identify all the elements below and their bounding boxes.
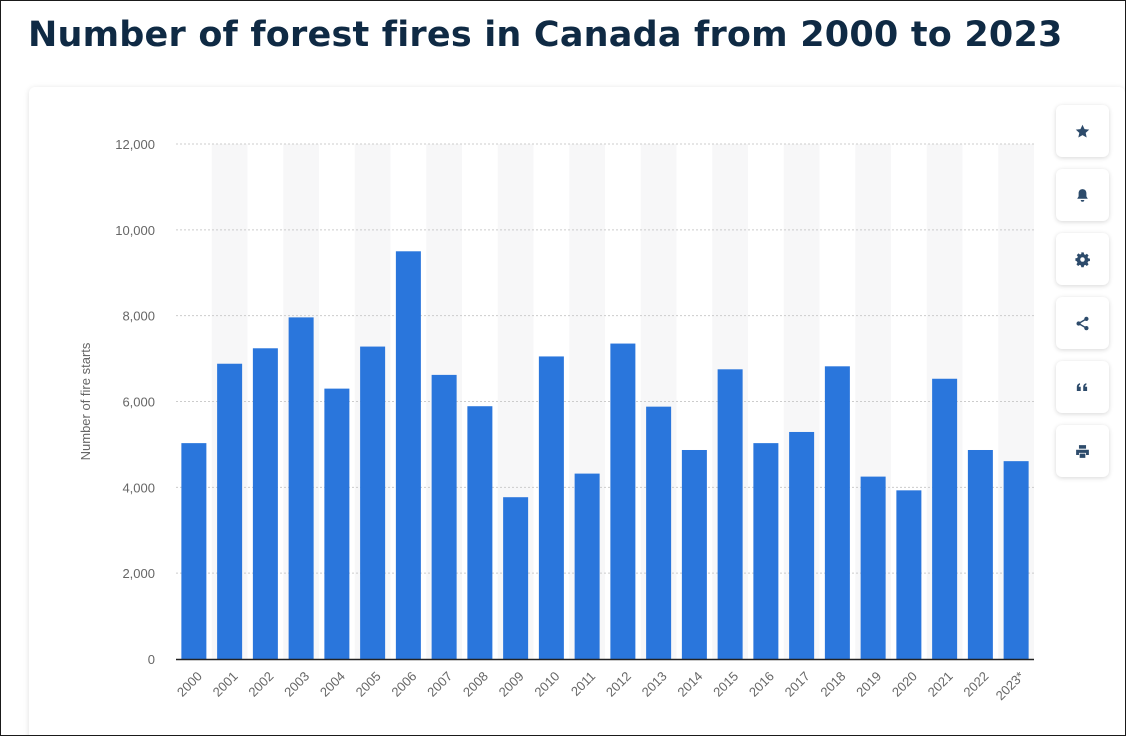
y-tick-label: 4,000	[122, 480, 155, 495]
x-tick-label: 2019	[853, 669, 884, 700]
bar	[1003, 461, 1029, 659]
y-tick-label: 8,000	[122, 309, 155, 324]
bar	[681, 449, 707, 659]
bar	[252, 348, 278, 659]
bar	[467, 406, 493, 659]
y-tick-label: 6,000	[122, 395, 155, 410]
x-tick-label: 2009	[496, 669, 527, 700]
y-tick-label: 2,000	[122, 566, 155, 581]
bar	[574, 473, 600, 659]
x-tick-label: 2005	[353, 669, 384, 700]
print-icon	[1076, 444, 1089, 458]
y-tick-label: 0	[148, 652, 155, 667]
x-tick-label: 2023*	[993, 669, 1028, 704]
x-tick-label: 2018	[817, 669, 848, 700]
bell-icon	[1077, 188, 1088, 202]
x-tick-label: 2015	[710, 669, 741, 700]
bar	[789, 431, 815, 659]
bar	[610, 343, 636, 659]
y-tick-label: 10,000	[115, 223, 155, 238]
x-tick-label: 2016	[746, 669, 777, 700]
bar	[360, 346, 386, 659]
quote-icon	[1076, 382, 1088, 391]
bar	[538, 356, 564, 659]
y-axis-label: Number of fire starts	[78, 342, 93, 460]
bar	[896, 490, 922, 659]
bar	[967, 449, 993, 659]
page-title: Number of forest fires in Canada from 20…	[28, 15, 1063, 55]
share-button[interactable]	[1056, 297, 1109, 349]
print-button[interactable]	[1056, 425, 1109, 477]
notification-button[interactable]	[1056, 169, 1109, 221]
x-tick-label: 2002	[245, 669, 276, 700]
x-tick-label: 2006	[388, 669, 419, 700]
bar	[932, 378, 958, 659]
x-tick-label: 2004	[317, 669, 348, 700]
bar	[753, 443, 779, 659]
x-tick-label: 2008	[460, 669, 491, 700]
bar	[860, 476, 886, 659]
bar	[431, 374, 457, 659]
settings-button[interactable]	[1056, 233, 1109, 285]
x-tick-label: 2010	[531, 669, 562, 700]
x-tick-label: 2011	[568, 669, 598, 699]
bar	[503, 497, 529, 659]
bar	[717, 369, 743, 659]
chart-card: 0 2,000 4,000 6,000 8,000 10,000 12,000 2000 200…	[29, 87, 1125, 735]
favorite-button[interactable]	[1056, 105, 1109, 157]
x-tick-label: 2013	[639, 669, 670, 700]
x-tick-label: 2001	[210, 669, 241, 700]
bar	[181, 443, 207, 659]
x-tick-label: 2012	[603, 669, 634, 700]
bar	[824, 366, 850, 659]
x-tick-label: 2020	[889, 669, 920, 700]
bar	[646, 406, 672, 659]
citation-button[interactable]	[1056, 361, 1109, 413]
gear-icon	[1075, 251, 1090, 267]
bar	[324, 388, 350, 659]
bar	[288, 317, 314, 659]
x-tick-label: 2021	[925, 669, 956, 700]
x-tick-label: 2007	[424, 669, 455, 700]
x-tick-label: 2017	[782, 669, 813, 700]
bar	[395, 251, 421, 659]
x-tick-label: 2022	[960, 669, 991, 700]
x-tick-label: 2000	[174, 669, 205, 700]
bar	[217, 363, 243, 659]
x-tick-label: 2003	[281, 669, 312, 700]
star-icon	[1075, 124, 1090, 138]
share-icon	[1076, 316, 1089, 330]
x-tick-label: 2014	[674, 669, 705, 700]
y-tick-label: 12,000	[115, 137, 155, 152]
